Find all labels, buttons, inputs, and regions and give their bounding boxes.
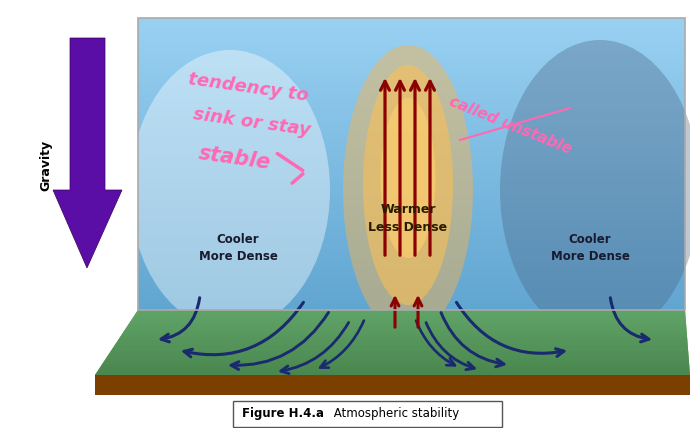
Text: Cooler
More Dense: Cooler More Dense xyxy=(199,232,277,264)
Text: stable: stable xyxy=(197,143,273,173)
Ellipse shape xyxy=(380,98,435,258)
Polygon shape xyxy=(95,375,690,395)
Text: Atmospheric stability: Atmospheric stability xyxy=(330,407,460,420)
Ellipse shape xyxy=(130,50,330,330)
Text: Cooler
More Dense: Cooler More Dense xyxy=(551,232,629,264)
Text: sink or stay: sink or stay xyxy=(193,105,312,139)
Bar xyxy=(138,18,685,310)
Text: Figure H.4.a: Figure H.4.a xyxy=(242,407,324,420)
Text: Gravity: Gravity xyxy=(39,140,52,190)
Ellipse shape xyxy=(343,45,473,335)
Ellipse shape xyxy=(363,65,453,305)
Text: tendency to: tendency to xyxy=(187,71,309,105)
Ellipse shape xyxy=(500,40,690,340)
Polygon shape xyxy=(53,38,122,268)
Text: called unstable: called unstable xyxy=(446,93,573,157)
Polygon shape xyxy=(95,310,690,375)
Text: Warmer
Less Dense: Warmer Less Dense xyxy=(368,202,448,234)
Polygon shape xyxy=(95,310,690,375)
FancyBboxPatch shape xyxy=(233,401,502,427)
